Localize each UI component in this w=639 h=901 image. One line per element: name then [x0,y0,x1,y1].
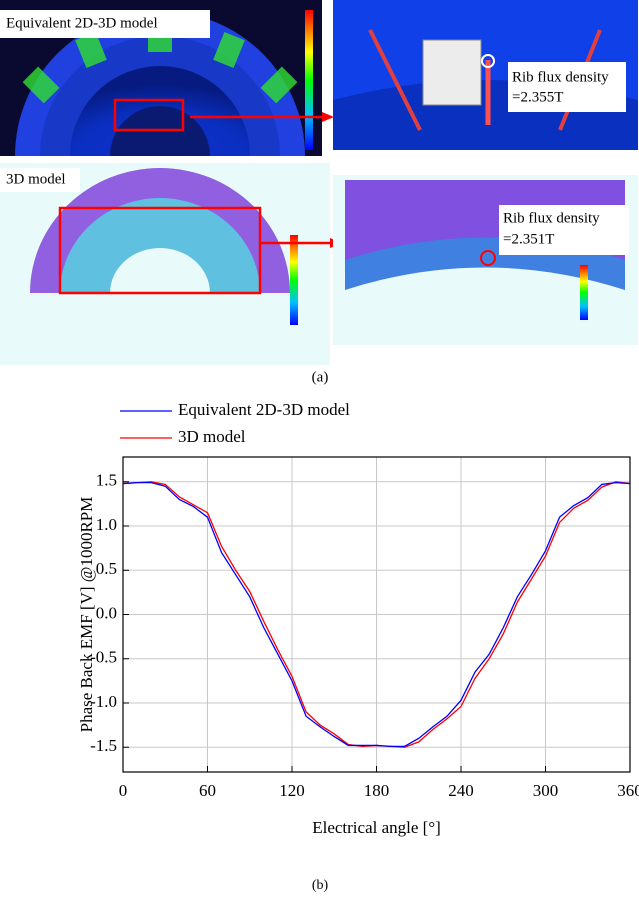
rib-label: Rib flux density [512,69,609,85]
y-tick-label: -1.5 [90,736,117,755]
x-tick-label: 0 [119,781,128,800]
caption: (a) [312,369,329,385]
y-tick-label: 1.0 [96,515,117,534]
legend-label: 3D model [178,427,246,446]
caption: (b) [312,878,329,893]
y-axis-label: Phase Back EMF [V] @1000RPM [77,497,96,733]
image-rib-2d3d: Rib flux density =2.355T [333,0,638,150]
rib-value: =2.355T [512,89,563,105]
figure: Equivalent 2D-3D model Rib flux density … [0,0,639,901]
x-tick-label: 120 [279,781,305,800]
y-tick-label: 0.5 [96,559,117,578]
image-label: 3D model [6,171,66,187]
image-rib-3d: Rib flux density =2.351T [333,175,638,345]
x-tick-label: 240 [448,781,474,800]
rib-value: =2.351T [503,231,554,247]
x-axis-label: Electrical angle [°] [312,818,441,837]
x-tick-label: 180 [364,781,390,800]
image-3d: 3D model [0,163,330,365]
x-tick-label: 300 [533,781,559,800]
rib-label: Rib flux density [503,210,600,226]
y-tick-label: 0.0 [96,603,117,622]
x-tick-label: 360 [617,781,639,800]
y-tick-label: 1.5 [96,471,117,490]
legend-label: Equivalent 2D-3D model [178,400,350,419]
x-tick-label: 60 [199,781,216,800]
image-label: Equivalent 2D-3D model [6,15,158,31]
image-2d3d: Equivalent 2D-3D model [0,0,322,156]
